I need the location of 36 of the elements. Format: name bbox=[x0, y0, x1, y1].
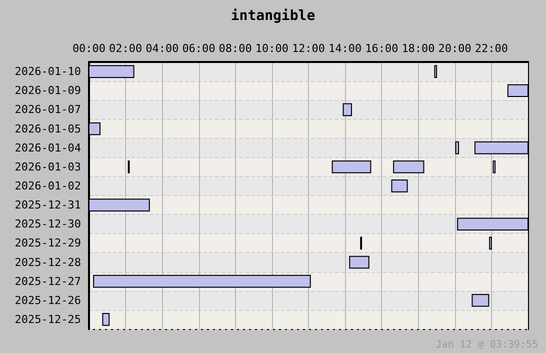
bar bbox=[342, 103, 352, 116]
x-tick-label: 22:00 bbox=[474, 42, 508, 55]
y-tick-label: 2025-12-27 bbox=[14, 274, 81, 288]
y-tick-label: 2026-01-02 bbox=[14, 179, 81, 192]
x-tick-label: 10:00 bbox=[255, 42, 288, 55]
bar bbox=[349, 256, 370, 269]
y-tick-label: 2025-12-31 bbox=[14, 198, 81, 212]
bar bbox=[455, 141, 459, 154]
x-tick-label: 18:00 bbox=[402, 42, 435, 55]
x-tick-label: 00:00 bbox=[72, 42, 106, 55]
y-tick-label: 2026-01-07 bbox=[14, 103, 81, 116]
y-tick-label: 2025-12-30 bbox=[14, 218, 81, 231]
x-tick-label: 16:00 bbox=[365, 42, 398, 55]
y-tick-label: 2025-12-26 bbox=[14, 294, 81, 307]
y-tick-label: 2025-12-28 bbox=[14, 256, 81, 269]
x-tick-label: 20:00 bbox=[438, 42, 472, 55]
bar bbox=[332, 160, 372, 174]
x-tick-label: 14:00 bbox=[328, 42, 362, 55]
y-tick-label: 2025-12-29 bbox=[14, 236, 81, 250]
bar bbox=[393, 160, 424, 174]
y-tick-label: 2026-01-03 bbox=[14, 160, 81, 174]
y-tick-label: 2026-01-05 bbox=[14, 122, 81, 136]
x-tick-label: 08:00 bbox=[218, 42, 252, 55]
bar bbox=[102, 313, 110, 326]
x-tick-label: 04:00 bbox=[146, 42, 179, 55]
y-tick-label: 2025-12-25 bbox=[14, 312, 81, 326]
y-tick-label: 2026-01-10 bbox=[14, 65, 81, 78]
x-tick-label: 06:00 bbox=[182, 42, 216, 55]
bar bbox=[93, 274, 311, 288]
chart-title: intangible bbox=[230, 8, 316, 24]
x-tick-label: 12:00 bbox=[292, 42, 326, 55]
bar bbox=[472, 294, 490, 307]
bar bbox=[391, 180, 408, 192]
y-tick-label: 2026-01-09 bbox=[14, 84, 81, 98]
y-tick-label: 2026-01-04 bbox=[14, 141, 82, 154]
x-tick-label: 02:00 bbox=[109, 42, 142, 55]
